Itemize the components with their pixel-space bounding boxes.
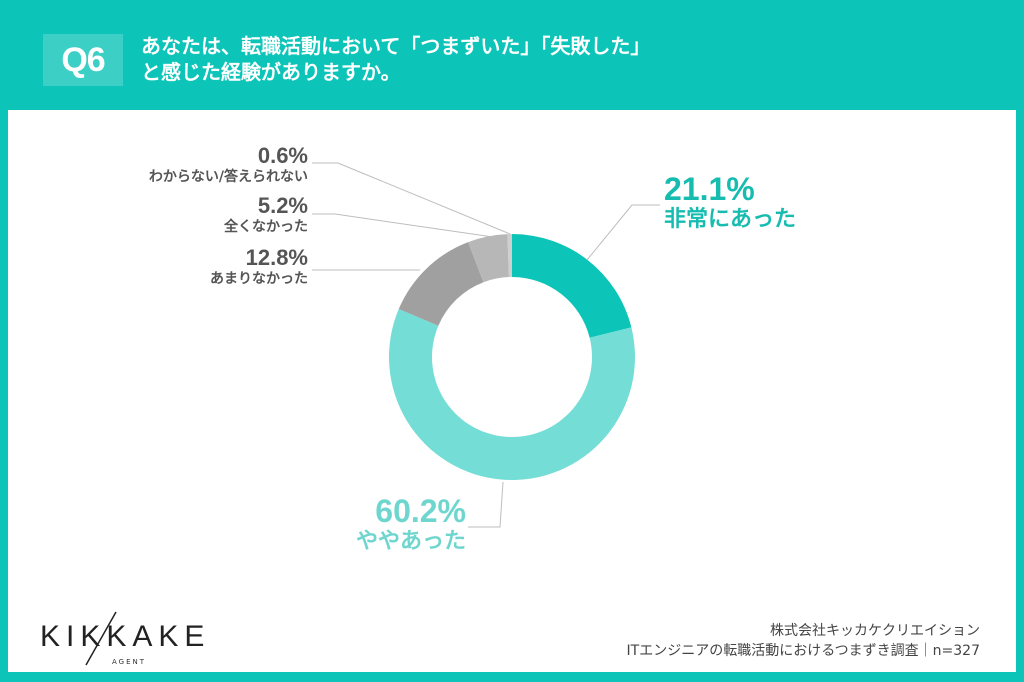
- question-title-line1: あなたは、転職活動において「つまずいた」「失敗した」: [141, 34, 651, 58]
- donut-slices: [389, 234, 635, 480]
- footer-source: 株式会社キッカケクリエイション ITエンジニアの転職活動におけるつまずき調査｜n…: [627, 621, 980, 661]
- footer-company: 株式会社キッカケクリエイション: [770, 623, 980, 639]
- label-unknown-pct: 0.6%: [257, 143, 308, 168]
- label-some: 60.2% ややあった: [356, 494, 466, 556]
- label-unknown: 0.6% わからない/答えられない: [149, 144, 308, 186]
- question-title: あなたは、転職活動において「つまずいた」「失敗した」 と感じた経験がありますか。: [141, 33, 650, 85]
- leader-line-none: [312, 213, 494, 238]
- label-little: 12.8% あまりなかった: [210, 246, 308, 288]
- label-very: 21.1% 非常にあった: [664, 172, 796, 234]
- label-little-pct: 12.8%: [245, 245, 308, 270]
- label-none: 5.2% 全くなかった: [224, 194, 308, 236]
- leader-line-very: [586, 204, 660, 261]
- chart-panel: [8, 110, 1016, 672]
- donut-slice: [512, 234, 632, 338]
- donut-slice: [398, 242, 484, 326]
- footer-survey: ITエンジニアの転職活動におけるつまずき調査｜n=327: [626, 643, 980, 659]
- leader-line-some: [468, 481, 504, 528]
- label-little-category: あまりなかった: [210, 271, 308, 287]
- question-title-line2: と感じた経験がありますか。: [141, 60, 401, 84]
- kikkake-logo: KIKKAKE: [40, 620, 211, 653]
- label-some-pct: 60.2%: [375, 493, 466, 529]
- question-number-badge: Q6: [43, 34, 123, 86]
- label-some-category: ややあった: [355, 529, 466, 554]
- label-none-pct: 5.2%: [257, 193, 308, 218]
- label-none-category: 全くなかった: [224, 219, 308, 235]
- label-unknown-category: わからない/答えられない: [148, 169, 308, 185]
- label-very-pct: 21.1%: [664, 171, 755, 207]
- leader-line-unknown: [312, 162, 511, 235]
- donut-slice: [389, 308, 635, 480]
- kikkake-logo-sub: AGENT: [112, 658, 147, 666]
- donut-slice: [468, 234, 509, 283]
- donut-slice: [507, 234, 512, 278]
- leader-lines: [312, 162, 660, 528]
- label-very-category: 非常にあった: [664, 207, 797, 232]
